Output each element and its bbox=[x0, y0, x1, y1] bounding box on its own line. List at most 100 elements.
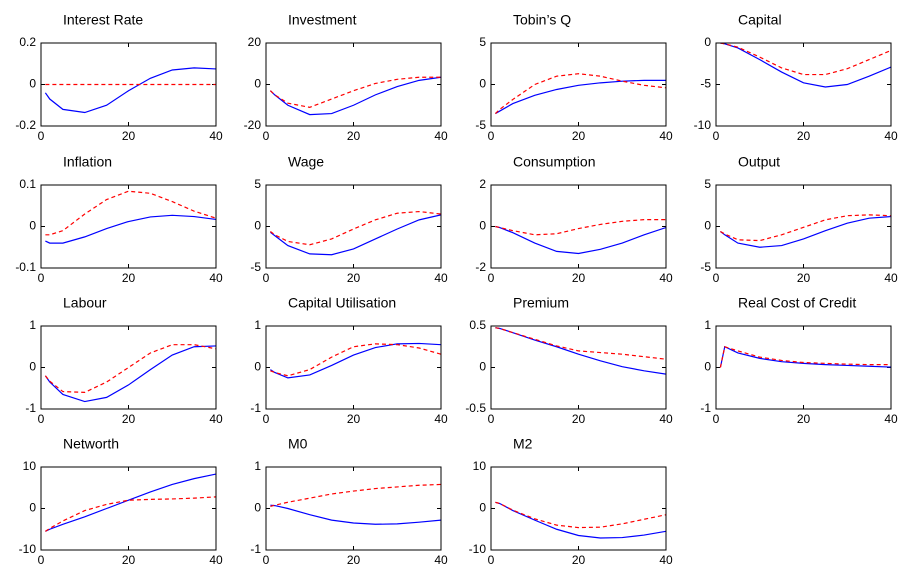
y-tick-label: -2 bbox=[475, 260, 486, 274]
axes-box bbox=[715, 184, 892, 269]
chart-title: Networth bbox=[63, 436, 119, 452]
y-tick-label: -10 bbox=[469, 542, 487, 556]
x-tick-label: 0 bbox=[263, 412, 270, 426]
y-tick-label: 2 bbox=[479, 177, 486, 191]
chart-title: Real Cost of Credit bbox=[738, 295, 856, 311]
chart-title: Labour bbox=[63, 295, 107, 311]
axes-box bbox=[40, 184, 217, 269]
x-tick-label: 0 bbox=[38, 129, 45, 143]
series-line bbox=[44, 344, 216, 394]
y-tick-label: -1 bbox=[25, 401, 36, 415]
y-tick-label: 0.2 bbox=[19, 35, 36, 49]
x-tick-label: 0 bbox=[488, 553, 495, 567]
y-tick-label: -1 bbox=[700, 401, 711, 415]
axes-box bbox=[715, 325, 892, 410]
chart-title: Premium bbox=[513, 295, 569, 311]
x-tick-label: 0 bbox=[488, 271, 495, 285]
axes-box bbox=[490, 466, 667, 551]
y-tick-label: 0 bbox=[29, 360, 36, 374]
x-tick-label: 20 bbox=[122, 271, 136, 285]
chart-title: Tobin’s Q bbox=[513, 12, 571, 28]
y-tick-label: 1 bbox=[254, 459, 261, 473]
plot-area bbox=[491, 43, 666, 126]
series-line bbox=[45, 214, 216, 244]
y-tick-label: 0 bbox=[479, 219, 486, 233]
y-tick-label: 0 bbox=[704, 35, 711, 49]
x-tick-label: 40 bbox=[434, 271, 448, 285]
x-tick-label: 20 bbox=[122, 129, 136, 143]
y-tick-label: 1 bbox=[29, 318, 36, 332]
series-line bbox=[270, 483, 441, 508]
x-tick-label: 40 bbox=[659, 412, 673, 426]
series-line bbox=[495, 327, 666, 375]
y-tick-label: 10 bbox=[473, 459, 487, 473]
series-line bbox=[495, 219, 666, 236]
y-tick-label: 1 bbox=[254, 318, 261, 332]
plot-area bbox=[266, 467, 441, 550]
y-tick-label: -5 bbox=[700, 77, 711, 91]
plot-area bbox=[41, 185, 216, 268]
series-line bbox=[494, 73, 666, 114]
x-tick-label: 20 bbox=[797, 412, 811, 426]
y-tick-label: 20 bbox=[248, 35, 262, 49]
x-tick-label: 20 bbox=[572, 129, 586, 143]
series-line bbox=[45, 496, 216, 532]
plot-area bbox=[491, 467, 666, 550]
y-tick-label: 1 bbox=[704, 318, 711, 332]
series-line bbox=[270, 504, 441, 525]
x-tick-label: 0 bbox=[38, 271, 45, 285]
chart-title: Investment bbox=[288, 12, 357, 28]
series-line bbox=[495, 225, 666, 255]
series-line bbox=[269, 76, 441, 108]
plot-area bbox=[491, 185, 666, 268]
x-tick-label: 0 bbox=[263, 553, 270, 567]
x-tick-label: 40 bbox=[434, 129, 448, 143]
x-tick-label: 40 bbox=[209, 271, 223, 285]
x-tick-label: 40 bbox=[659, 129, 673, 143]
x-tick-label: 40 bbox=[209, 129, 223, 143]
series-line bbox=[270, 343, 441, 377]
series-line bbox=[44, 345, 216, 403]
axes-box bbox=[715, 42, 892, 127]
axes-box bbox=[265, 466, 442, 551]
y-tick-label: 0 bbox=[479, 360, 486, 374]
x-tick-label: 0 bbox=[713, 129, 720, 143]
chart-title: Capital bbox=[738, 12, 782, 28]
series-line bbox=[495, 501, 666, 539]
series-line bbox=[719, 345, 891, 368]
chart-title: M0 bbox=[288, 436, 308, 452]
chart-title: Wage bbox=[288, 154, 324, 170]
chart-title: Consumption bbox=[513, 154, 596, 170]
y-tick-label: -20 bbox=[244, 118, 262, 132]
x-tick-label: 20 bbox=[347, 412, 361, 426]
y-tick-label: -1 bbox=[250, 401, 261, 415]
x-tick-label: 40 bbox=[884, 271, 898, 285]
y-tick-label: 5 bbox=[479, 35, 486, 49]
x-tick-label: 40 bbox=[884, 412, 898, 426]
x-tick-label: 20 bbox=[122, 412, 136, 426]
axes-box bbox=[490, 325, 667, 410]
x-tick-label: 0 bbox=[488, 412, 495, 426]
series-line bbox=[270, 342, 441, 379]
x-tick-label: 40 bbox=[659, 271, 673, 285]
series-line bbox=[720, 43, 891, 76]
chart-title: Interest Rate bbox=[63, 12, 143, 28]
axes-box bbox=[265, 184, 442, 269]
x-tick-label: 20 bbox=[347, 271, 361, 285]
axes-box bbox=[40, 466, 217, 551]
series-line bbox=[44, 67, 216, 114]
y-tick-label: 0.1 bbox=[19, 177, 36, 191]
y-tick-label: -5 bbox=[250, 260, 261, 274]
plot-area bbox=[266, 185, 441, 268]
y-tick-label: 0 bbox=[479, 501, 486, 515]
x-tick-label: 20 bbox=[797, 129, 811, 143]
x-tick-label: 20 bbox=[347, 553, 361, 567]
series-line bbox=[720, 43, 891, 88]
y-tick-label: -10 bbox=[19, 542, 37, 556]
chart-title: M2 bbox=[513, 436, 533, 452]
axes-box bbox=[40, 42, 217, 127]
x-tick-label: 20 bbox=[797, 271, 811, 285]
series-line bbox=[495, 327, 666, 360]
x-tick-label: 20 bbox=[572, 271, 586, 285]
